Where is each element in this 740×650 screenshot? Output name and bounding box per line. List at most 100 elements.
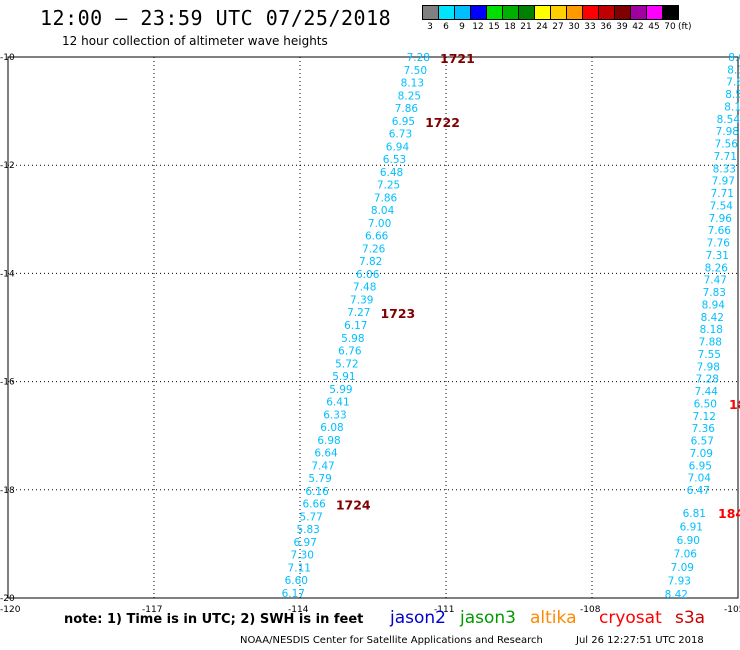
map-frame: [7, 56, 739, 599]
legend-label: 39: [616, 22, 628, 32]
wave-height-value: 7.97: [712, 176, 735, 188]
page-title: 12:00 – 23:59 UTC 07/25/2018: [40, 6, 392, 30]
wave-height-value: 7.47: [704, 275, 727, 287]
wave-height-value: 7.00: [368, 218, 391, 230]
wave-height-value: 8.5: [725, 89, 740, 101]
wave-height-value: 6.08: [320, 422, 343, 434]
legend-labels: 3 6 9 12 15 18 21 24 27 30 33 36 39 42 45 70 (ft): [422, 22, 702, 32]
wave-height-value: 7.44: [695, 386, 719, 398]
pass-time-label: 1721: [440, 51, 475, 66]
wave-height-value: 6.95: [689, 460, 712, 472]
wave-height-value: 7.98: [716, 126, 739, 138]
wave-height-value: 7.76: [707, 238, 731, 250]
wave-height-value: 8.04: [371, 205, 395, 217]
wave-height-value: 7.71: [711, 188, 734, 200]
wave-height-value: 7.04: [688, 473, 712, 485]
wave-height-value: 6.06: [356, 269, 380, 281]
wave-height-value: 6.33: [323, 409, 346, 421]
note-text: note: 1) Time is in UTC; 2) SWH is in fe…: [64, 612, 364, 627]
wave-height-value: 8.1: [724, 101, 740, 113]
lon-tick-label: -120: [0, 605, 21, 615]
wave-height-value: 7.27: [347, 307, 370, 319]
legend-label: 6: [443, 22, 449, 32]
pass-time-label: 1724: [336, 498, 371, 513]
page-subtitle: 12 hour collection of altimeter wave hei…: [62, 34, 328, 48]
legend-label: 9: [459, 22, 465, 32]
wave-height-value: 7.66: [708, 225, 732, 237]
wave-height-value: 7.86: [374, 192, 398, 204]
wave-height-value: 6.76: [338, 346, 362, 358]
pass-time-label: 18: [729, 397, 740, 412]
wave-height-value: 8.3: [727, 64, 740, 76]
legend-label: 33: [584, 22, 596, 32]
satellite-label-jason3: jason3: [460, 608, 516, 628]
wave-height-value: 6.91: [680, 522, 703, 534]
wave-height-value: 7.31: [706, 250, 729, 262]
satellite-label-altika: altika: [530, 608, 577, 628]
wave-height-value: 5.83: [296, 524, 319, 536]
legend-label: 42: [632, 22, 644, 32]
wave-height-value: 5.91: [332, 371, 355, 383]
wave-height-value: 7.98: [697, 361, 720, 373]
wave-height-value: 8.42: [665, 589, 688, 601]
legend-label: 12: [472, 22, 484, 32]
wave-height-value: 6.66: [302, 499, 326, 511]
wave-height-value: 6.57: [691, 436, 714, 448]
legend-label: 3: [427, 22, 433, 32]
pass-time-label: 1722: [425, 115, 460, 130]
legend-label: 18: [504, 22, 516, 32]
wave-height-value: 8.42: [701, 312, 724, 324]
lat-tick-label: -18: [0, 486, 15, 496]
wave-height-value: 6.73: [389, 129, 412, 141]
wave-height-value: 6.17: [344, 320, 367, 332]
wave-height-value: 8.25: [398, 90, 421, 102]
lat-tick-label: -20: [0, 594, 15, 604]
wave-height-value: 7.30: [291, 550, 314, 562]
wave-height-value: 5.77: [299, 511, 322, 523]
wave-height-value: 7.71: [714, 151, 737, 163]
wave-height-value: 7.88: [699, 337, 722, 349]
lon-tick-label: -111: [434, 605, 454, 615]
wave-height-value: 8.18: [700, 324, 723, 336]
wave-height-value: 7.09: [690, 448, 713, 460]
legend-label: 45: [648, 22, 660, 32]
wave-height-value: 7.93: [668, 576, 691, 588]
wave-height-value: 5.98: [341, 333, 364, 345]
wave-height-value: 6.41: [326, 397, 349, 409]
wave-height-value: 7.56: [715, 139, 739, 151]
satellite-label-cryosat: cryosat: [599, 608, 662, 628]
legend-label: 21: [520, 22, 532, 32]
wave-height-value: 8.26: [705, 262, 729, 274]
wave-height-value: 6.60: [285, 575, 308, 587]
legend-label: 70: [664, 22, 676, 32]
legend-label: 30: [568, 22, 580, 32]
wave-height-value: 7.83: [703, 287, 726, 299]
lat-tick-label: -16: [0, 378, 15, 388]
lon-tick-label: -117: [142, 605, 162, 615]
wave-height-value: 5.72: [335, 358, 358, 370]
legend-swatches: [422, 5, 702, 20]
wave-height-value: 6.98: [317, 435, 340, 447]
legend-label: 15: [488, 22, 500, 32]
wave-height-value: 7.26: [362, 243, 386, 255]
wave-height-value: 7.12: [693, 411, 716, 423]
legend-unit: (ft): [678, 22, 692, 32]
wave-height-value: 7.11: [288, 562, 311, 574]
lat-tick-label: -12: [0, 161, 15, 171]
color-legend: 3 6 9 12 15 18 21 24 27 30 33 36 39 42 45 70 (ft): [422, 5, 702, 32]
lon-tick-label: -114: [288, 605, 309, 615]
wave-height-value: 7.86: [395, 103, 419, 115]
wave-height-value: 6.16: [305, 486, 329, 498]
legend-swatch: [662, 5, 679, 20]
wave-height-value: 7.36: [692, 423, 716, 435]
wave-height-value: 6.17: [282, 588, 305, 600]
wave-height-value: 7.28: [407, 52, 430, 64]
wave-height-value: 6.81: [683, 508, 706, 520]
wave-height-value: 7.82: [359, 256, 382, 268]
wave-height-value: 7.06: [674, 549, 698, 561]
wave-height-value: 6.48: [380, 167, 403, 179]
legend-label: 36: [600, 22, 612, 32]
footer-timestamp: Jul 26 12:27:51 UTC 2018: [576, 635, 704, 646]
wave-height-value: 6.94: [386, 141, 410, 153]
wave-height-value: 7.96: [709, 213, 733, 225]
